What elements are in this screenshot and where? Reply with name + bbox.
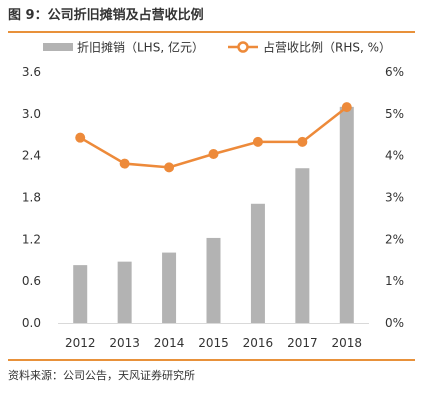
title-rule (8, 31, 415, 33)
x-tick-label: 2013 (109, 336, 140, 350)
bar (117, 261, 132, 323)
x-tick-label: 2018 (332, 336, 363, 350)
figure-title: 图 9：公司折旧摊销及占营收比例 (8, 8, 204, 23)
y-left-tick-label: 1.2 (22, 232, 41, 246)
legend: 折旧摊销（LHS, 亿元） 占营收比例（RHS, %） (43, 40, 391, 55)
bar (339, 106, 354, 323)
ratio-markers (75, 102, 352, 173)
line-point (341, 102, 352, 113)
y-right-tick-label: 1% (385, 274, 404, 288)
x-tick-label: 2017 (287, 336, 318, 350)
y-left-tick-label: 3.0 (22, 107, 41, 121)
bars (73, 106, 354, 323)
x-tick-label: 2015 (198, 336, 229, 350)
y-right-tick-label: 0% (385, 316, 404, 330)
source-note: 资料来源：公司公告，天风证券研究所 (8, 369, 195, 382)
legend-line-marker (237, 41, 249, 53)
line-point (252, 136, 263, 147)
bar (250, 203, 265, 323)
y-left-tick-label: 0.6 (22, 274, 41, 288)
right-tick-labels: 0% 1% 2% 3% 4% 5% 6% (385, 65, 404, 330)
line-point (208, 148, 219, 159)
bottom-rule (8, 359, 415, 361)
left-tick-labels: 0.0 0.6 1.2 1.8 2.4 3.0 3.6 (22, 65, 41, 330)
legend-line-label: 占营收比例（RHS, %） (263, 40, 391, 55)
line-point (75, 132, 86, 143)
y-right-tick-label: 5% (385, 107, 404, 121)
combo-chart: 折旧摊销（LHS, 亿元） 占营收比例（RHS, %） 0.0 0.6 1.2 1.8… (22, 40, 404, 351)
x-tick-label: 2014 (154, 336, 185, 350)
legend-bar-swatch (43, 43, 73, 51)
bar (73, 265, 88, 323)
y-right-tick-label: 3% (385, 191, 404, 205)
bar (162, 252, 177, 323)
y-left-tick-label: 3.6 (22, 65, 41, 79)
line-point (164, 162, 175, 173)
y-left-tick-label: 1.8 (22, 191, 41, 205)
bar (295, 168, 310, 323)
line-point (119, 158, 130, 169)
y-right-tick-label: 2% (385, 232, 404, 246)
y-right-tick-label: 6% (385, 65, 404, 79)
x-tick-labels: 2012 2013 2014 2015 2016 2017 2018 (65, 336, 362, 350)
legend-bar-label: 折旧摊销（LHS, 亿元） (77, 40, 204, 55)
y-left-tick-label: 2.4 (22, 149, 41, 163)
line-point (297, 136, 308, 147)
x-tick-label: 2012 (65, 336, 96, 350)
x-tick-label: 2016 (243, 336, 274, 350)
bar (206, 237, 221, 323)
y-left-tick-label: 0.0 (22, 316, 41, 330)
y-right-tick-label: 4% (385, 149, 404, 163)
